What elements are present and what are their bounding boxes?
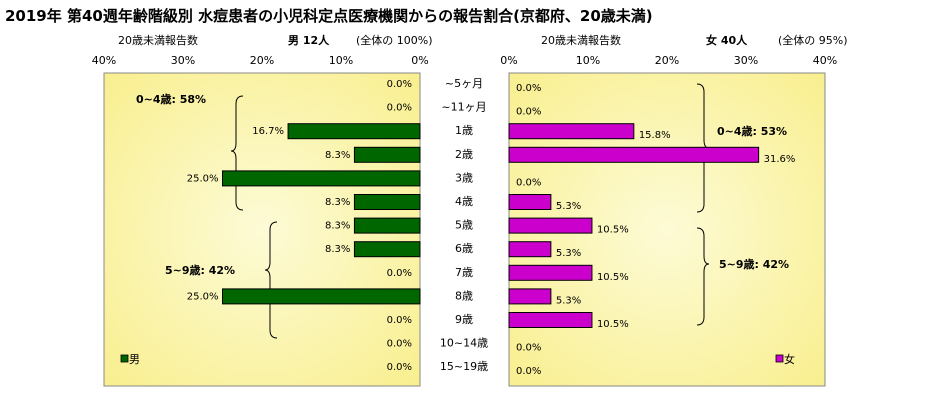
left-axis-tick-label: 40% — [92, 54, 116, 67]
male-value-label-0: 0.0% — [387, 79, 412, 90]
category-label-10: 9歳 — [455, 313, 473, 326]
left-axis-tick-label: 30% — [171, 54, 195, 67]
male-bar-3 — [353, 146, 421, 163]
right-axis-tick-label: 10% — [576, 54, 600, 67]
male-bar-2 — [287, 123, 421, 140]
female-value-label-10: 10.5% — [597, 319, 629, 330]
female-value-label-8: 10.5% — [597, 272, 629, 283]
left-group-label-5-9: 5~9歳: 42% — [165, 263, 235, 277]
female-value-label-9: 5.3% — [556, 295, 581, 306]
left-legend-label: 男 — [129, 353, 140, 366]
female-value-label-4: 0.0% — [516, 177, 541, 188]
right-legend-swatch — [775, 354, 784, 363]
male-value-label-8: 0.0% — [387, 268, 412, 279]
female-value-label-12: 0.0% — [516, 366, 541, 377]
left-header-count: 男 12人 — [288, 33, 330, 47]
male-value-label-2: 16.7% — [252, 126, 284, 137]
category-label-2: 1歳 — [455, 124, 473, 137]
right-header-count: 女 40人 — [706, 33, 748, 47]
right-axis-tick-label: 30% — [734, 54, 758, 67]
category-label-4: 3歳 — [455, 171, 473, 184]
male-value-label-9: 25.0% — [187, 291, 219, 302]
male-bar-6 — [353, 217, 421, 234]
right-axis-tick-label: 20% — [655, 54, 679, 67]
right-axis-tick-label: 0% — [500, 54, 517, 67]
right-header-share: (全体の 95%) — [778, 33, 848, 47]
category-label-1: ~11ヶ月 — [441, 101, 486, 114]
female-bar-6 — [508, 217, 593, 234]
right-group-label-0-4: 0~4歳: 53% — [717, 124, 787, 138]
male-value-label-7: 8.3% — [325, 244, 350, 255]
female-value-label-2: 15.8% — [639, 130, 671, 141]
left-group-label-0-4: 0~4歳: 58% — [136, 92, 206, 106]
right-group-bracket-5-9 — [696, 227, 710, 326]
male-value-label-3: 8.3% — [325, 150, 350, 161]
right-group-label-5-9: 5~9歳: 42% — [719, 257, 789, 271]
male-bar-7 — [353, 241, 421, 258]
male-value-label-5: 8.3% — [325, 197, 350, 208]
left-header-label: 20歳未満報告数 — [118, 34, 198, 47]
category-label-11: 10~14歳 — [440, 337, 488, 350]
right-header-label: 20歳未満報告数 — [541, 34, 621, 47]
female-value-label-5: 5.3% — [556, 201, 581, 212]
left-group-bracket-0-4 — [230, 95, 244, 211]
male-value-label-6: 8.3% — [325, 221, 350, 232]
female-bar-8 — [508, 264, 593, 281]
female-bar-7 — [508, 241, 552, 258]
male-value-label-1: 0.0% — [387, 103, 412, 114]
male-bar-5 — [353, 194, 421, 210]
female-bar-5 — [508, 194, 552, 210]
female-bar-9 — [508, 288, 552, 305]
left-axis-tick-label: 0% — [411, 54, 428, 67]
female-value-label-3: 31.6% — [764, 154, 796, 165]
female-value-label-11: 0.0% — [516, 343, 541, 354]
left-header-share: (全体の 100%) — [356, 33, 433, 47]
left-axis-tick-label: 10% — [329, 54, 353, 67]
male-bar-9 — [222, 288, 421, 305]
left-legend-swatch — [120, 354, 129, 363]
female-value-label-0: 0.0% — [516, 83, 541, 94]
male-value-label-12: 0.0% — [387, 362, 412, 373]
right-legend-label: 女 — [784, 352, 795, 366]
male-value-label-11: 0.0% — [387, 339, 412, 350]
female-value-label-1: 0.0% — [516, 107, 541, 118]
category-label-3: 2歳 — [455, 148, 473, 161]
female-bar-10 — [508, 312, 593, 328]
female-bar-2 — [508, 123, 635, 140]
category-label-12: 15~19歳 — [440, 360, 488, 373]
right-axis-tick-label: 40% — [813, 54, 837, 67]
female-bar-3 — [508, 146, 760, 163]
category-label-7: 6歳 — [455, 242, 473, 255]
male-value-label-4: 25.0% — [187, 173, 219, 184]
category-label-8: 7歳 — [455, 266, 473, 279]
chart-title: 2019年 第40週年齢階級別 水痘患者の小児科定点医療機関からの報告割合(京都… — [5, 7, 653, 25]
male-bar-4 — [222, 170, 421, 187]
left-axis-tick-label: 20% — [250, 54, 274, 67]
category-label-0: ~5ヶ月 — [445, 77, 483, 90]
female-value-label-6: 10.5% — [597, 225, 629, 236]
female-value-label-7: 5.3% — [556, 248, 581, 259]
male-value-label-10: 0.0% — [387, 315, 412, 326]
category-label-9: 8歳 — [455, 289, 473, 302]
category-label-5: 4歳 — [455, 195, 473, 208]
category-label-6: 5歳 — [455, 219, 473, 232]
left-group-bracket-5-9 — [264, 221, 278, 339]
